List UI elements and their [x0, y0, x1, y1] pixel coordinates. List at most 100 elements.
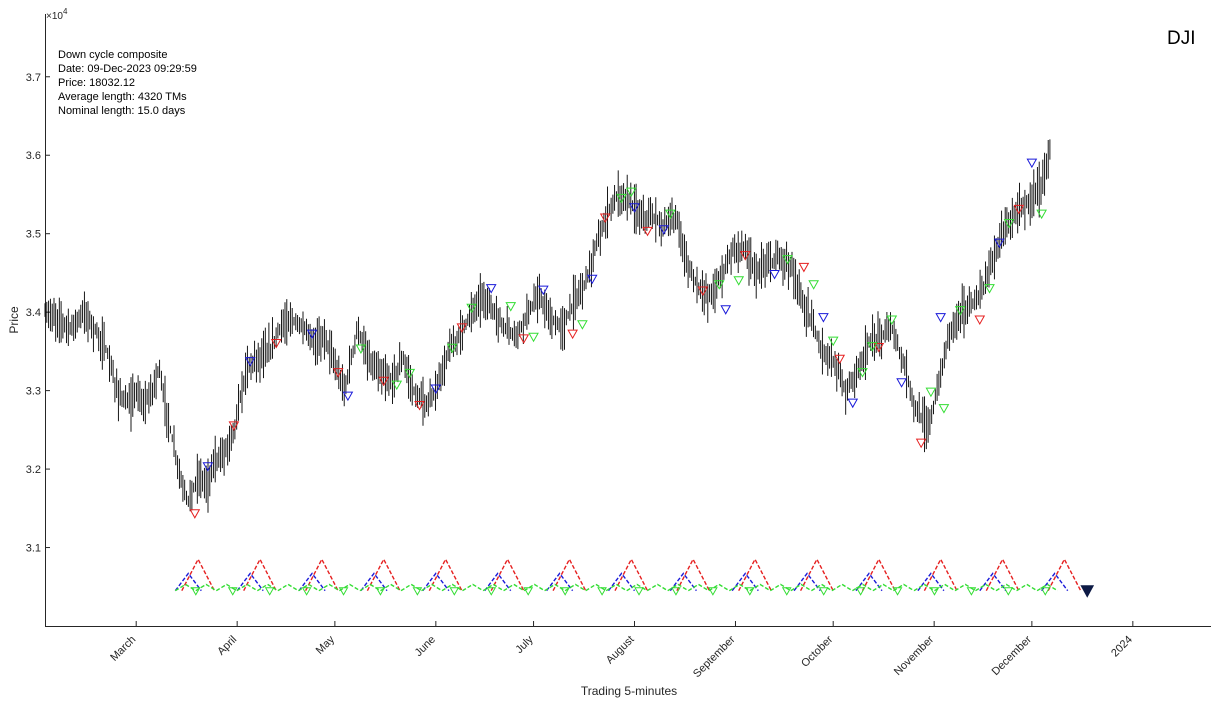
cycle-marker-green	[866, 342, 878, 352]
composite-green-marker	[375, 587, 386, 596]
cycle-marker-green	[528, 332, 539, 343]
y-tick-label: 3.1	[26, 543, 41, 555]
composite-green-marker	[449, 587, 460, 596]
info-box: Down cycle composite Date: 09-Dec-2023 0…	[58, 49, 197, 117]
x-tick-label: August	[604, 634, 637, 667]
cycle-marker-blue	[202, 462, 214, 472]
cycle-marker-green	[808, 280, 820, 290]
symbol-label: DJI	[1167, 28, 1196, 49]
cycle-marker-red	[697, 286, 709, 296]
cycle-marker-green	[984, 284, 995, 294]
cycle-marker-blue	[769, 269, 780, 280]
cycle-blue-wave	[917, 572, 945, 592]
x-axis-label: Trading 5-minutes	[581, 684, 677, 698]
cycle-marker-red	[228, 421, 240, 431]
cycle-green-wave	[174, 583, 1058, 592]
cycle-marker-blue	[720, 305, 732, 315]
cycle-marker-red	[414, 401, 425, 411]
cycle-marker-green	[713, 280, 725, 290]
cycle-blue-wave	[236, 572, 264, 592]
x-tick-label: May	[314, 633, 338, 657]
y-ticks: 3.1 3.2 3.3 3.4 3.5 3.6 3.7	[26, 72, 50, 555]
cycle-marker-green	[616, 193, 627, 204]
composite-green-marker	[708, 587, 718, 596]
composite-green-marker	[781, 587, 792, 596]
y-exponent: 4	[63, 7, 68, 16]
cycle-marker-green	[954, 306, 966, 316]
cycle-blue-wave	[979, 572, 1007, 592]
axes	[45, 14, 1211, 627]
cycle-blue-wave	[298, 572, 326, 592]
cycle-marker-blue	[586, 274, 598, 285]
cycle-marker-green	[733, 276, 745, 286]
x-ticks: March April May June July August September Octo…	[108, 621, 1135, 680]
x-tick-label: 2024	[1109, 634, 1135, 660]
composite-green-marker	[560, 587, 571, 596]
composite-green-marker	[412, 587, 423, 596]
cycle-marker-blue	[244, 357, 256, 367]
composite-green-marker	[301, 587, 312, 596]
cycle-marker-red	[873, 342, 885, 353]
cycle-marker-blue	[537, 285, 549, 296]
cycle-marker-blue	[485, 284, 497, 294]
cycle-marker-red	[189, 509, 201, 519]
composite-green-marker	[929, 587, 940, 596]
cycle-marker-green	[938, 404, 950, 414]
cycle-marker-blue	[847, 398, 859, 409]
y-tick-label: 3.3	[26, 386, 41, 398]
cycle-blue-wave	[1041, 572, 1069, 592]
composite-green-marker	[966, 587, 977, 596]
x-tick-label: October	[799, 633, 835, 669]
composite-green-marker	[523, 587, 534, 596]
cycle-marker-green	[664, 209, 676, 220]
cycle-marker-blue	[1026, 158, 1038, 169]
composite-green-marker	[227, 587, 238, 596]
cycle-marker-red	[599, 213, 611, 224]
cycle-marker-blue	[818, 313, 829, 323]
cycle-marker-green	[355, 344, 367, 355]
cycle-marker-green	[1036, 209, 1047, 220]
composite-green-marker	[338, 587, 349, 596]
cycle-marker-blue	[629, 203, 640, 213]
cycle-marker-red	[739, 251, 751, 261]
composite-green-marker	[634, 587, 644, 596]
cycle-blue-wave	[669, 572, 697, 592]
composite-green-marker	[818, 587, 829, 596]
info-average-length: Average length: 4320 TMs	[58, 91, 187, 103]
cycle-marker-red	[518, 334, 530, 344]
cycle-marker-red	[642, 226, 653, 237]
composite-green-marker	[855, 587, 866, 596]
cycle-marker-blue	[993, 238, 1005, 249]
cycle-marker-blue	[935, 313, 947, 323]
y-tick-label: 3.5	[26, 229, 41, 241]
cycle-blue-wave	[422, 572, 450, 592]
cycle-marker-blue	[306, 329, 318, 340]
cycle-marker-blue	[658, 225, 670, 235]
cycle-marker-red	[567, 329, 578, 340]
cycle-marker-green	[1003, 218, 1015, 229]
cycle-blue-wave	[484, 572, 512, 592]
cycle-marker-green	[404, 368, 416, 379]
cycle-marker-green	[857, 368, 868, 378]
x-tick-label: April	[215, 634, 239, 658]
cycle-blue-wave	[360, 572, 388, 592]
info-date: Date: 09-Dec-2023 09:29:59	[58, 63, 197, 75]
cycle-blue-wave	[174, 572, 202, 592]
price-series	[44, 139, 1051, 513]
y-multiplier: ×104	[46, 7, 68, 22]
cycle-marker-red	[834, 354, 846, 365]
cycle-marker-green	[782, 255, 793, 265]
cycle-composite	[174, 557, 1095, 598]
cycle-marker-red	[798, 262, 810, 273]
cycle-marker-green	[886, 315, 898, 326]
cycle-blue-wave	[855, 572, 883, 592]
x-tick-label: September	[691, 633, 738, 680]
cycle-marker-red	[974, 315, 986, 326]
cycle-marker-red	[456, 323, 468, 333]
cycle-end-marker	[1080, 585, 1095, 598]
composite-green-marker	[486, 587, 497, 596]
x-tick-label: November	[892, 633, 937, 678]
x-tick-label: June	[413, 634, 438, 659]
cycle-marker-red	[332, 368, 344, 378]
